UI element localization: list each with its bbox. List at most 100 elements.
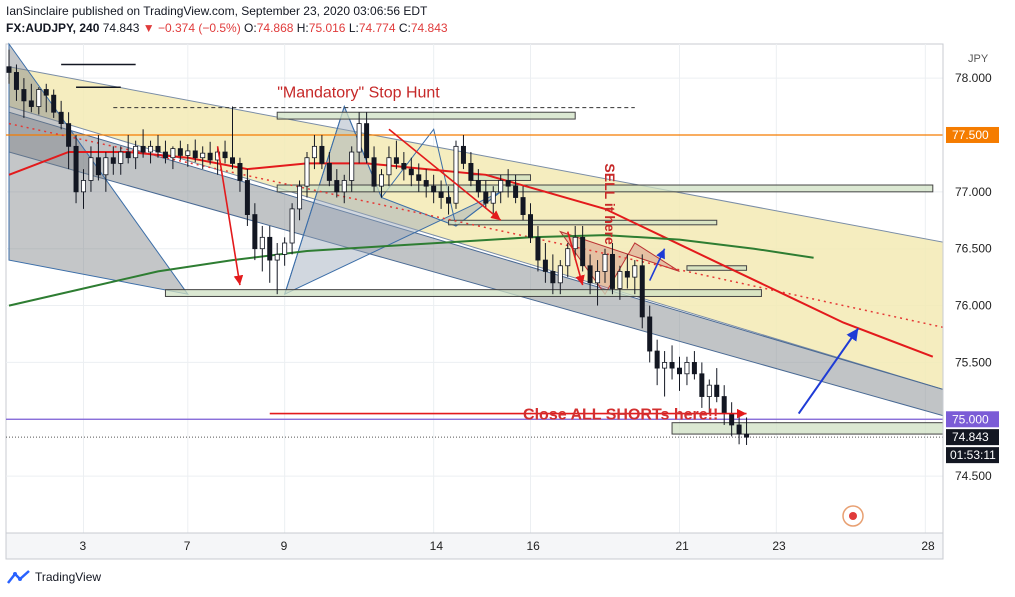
- candle: [177, 140, 183, 160]
- currency-label: JPY: [968, 53, 989, 65]
- candle-body: [706, 384, 712, 397]
- candle-body: [714, 384, 720, 397]
- candle: [267, 225, 273, 283]
- candle-body: [423, 180, 429, 187]
- candle: [520, 186, 526, 221]
- candle-body: [36, 89, 42, 107]
- candle-body: [319, 145, 325, 164]
- y-tick-label: 78.000: [955, 71, 992, 85]
- candle: [364, 112, 370, 164]
- zone-box-3: [448, 219, 718, 226]
- candle: [237, 157, 243, 192]
- candle: [691, 351, 697, 380]
- red-arrow: [216, 146, 244, 286]
- candle-body: [557, 265, 563, 284]
- candle-body: [237, 163, 243, 181]
- candle-body: [632, 265, 638, 278]
- candle: [416, 163, 422, 192]
- candle-body: [684, 362, 690, 375]
- candle-body: [349, 151, 355, 181]
- candle: [505, 169, 511, 198]
- red-arrow: [388, 128, 502, 221]
- candle: [401, 152, 407, 181]
- candle: [349, 146, 355, 192]
- candle: [304, 152, 310, 198]
- candle: [6, 49, 12, 84]
- candle-body: [356, 123, 362, 153]
- candle: [595, 260, 601, 306]
- candle-body: [51, 94, 57, 113]
- candle: [542, 243, 548, 283]
- candle-body: [736, 424, 742, 435]
- candle: [66, 112, 72, 170]
- candle: [408, 157, 414, 187]
- close-all-shorts-label: Close ALL SHORTs here!!: [523, 406, 718, 423]
- tradingview-brand[interactable]: TradingView: [7, 570, 101, 584]
- candle-body: [647, 316, 653, 352]
- price-badge-label: 75.000: [952, 412, 989, 426]
- green-ma-line: [8, 234, 814, 307]
- replay-icon-dot: [849, 512, 857, 520]
- candle: [513, 174, 519, 204]
- candle-body: [378, 174, 384, 187]
- candle: [244, 169, 250, 226]
- x-tick-label: 3: [80, 539, 87, 553]
- candle-body: [408, 168, 414, 176]
- candle: [125, 134, 131, 164]
- candle: [528, 203, 534, 244]
- candle-body: [140, 145, 146, 153]
- candle-body: [565, 248, 571, 267]
- zone-box-2: [276, 184, 934, 193]
- candle-body: [13, 72, 19, 90]
- candle: [252, 203, 258, 261]
- candle-body: [289, 208, 295, 244]
- candle-body: [148, 145, 154, 153]
- x-tick-label: 23: [772, 539, 786, 553]
- candle-body: [550, 271, 556, 284]
- time-axis: [5, 532, 944, 560]
- high-label: H:: [296, 21, 309, 35]
- candle-body: [624, 271, 630, 278]
- candle: [28, 83, 34, 113]
- candle-body: [73, 145, 79, 193]
- candle-body: [371, 157, 377, 187]
- candle: [706, 379, 712, 414]
- candle-body: [639, 265, 645, 318]
- x-tick-label: 7: [184, 539, 191, 553]
- candle: [460, 134, 466, 170]
- candle: [423, 169, 429, 198]
- candle-body: [699, 373, 705, 397]
- candle: [535, 225, 541, 272]
- candle-body: [170, 148, 176, 159]
- candle: [259, 225, 265, 272]
- candle: [356, 112, 362, 164]
- candle-body: [6, 66, 12, 73]
- candle: [170, 146, 176, 170]
- candle-body: [453, 145, 459, 204]
- candle: [311, 134, 317, 170]
- candle-body: [542, 259, 548, 272]
- candle: [133, 140, 139, 170]
- candle: [319, 134, 325, 170]
- open-value: 74.868: [256, 21, 294, 35]
- low-value: 74.774: [358, 21, 396, 35]
- stop-hunt-label: "Mandatory" Stop Hunt: [277, 84, 440, 101]
- candle: [624, 254, 630, 289]
- high-value: 75.016: [308, 21, 346, 35]
- candle-body: [654, 350, 660, 369]
- candle: [229, 106, 235, 170]
- candle-body: [669, 362, 675, 369]
- candle-body: [222, 151, 228, 159]
- candle-body: [207, 152, 213, 161]
- candle-body: [609, 253, 615, 289]
- candle-body: [572, 236, 578, 250]
- candle: [21, 78, 27, 118]
- y-tick-label: 76.000: [955, 299, 992, 313]
- candle-body: [341, 180, 347, 193]
- candle-body: [721, 396, 727, 414]
- candle: [341, 174, 347, 204]
- candle: [192, 139, 198, 163]
- x-tick-label: 16: [527, 539, 541, 553]
- candle: [200, 146, 206, 170]
